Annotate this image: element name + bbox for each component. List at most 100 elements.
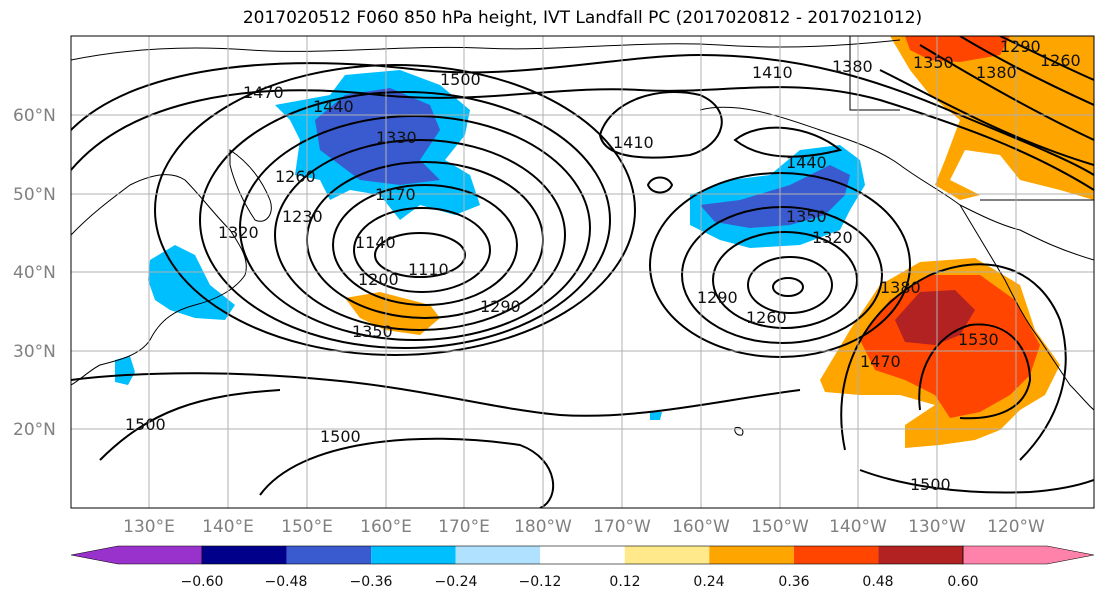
colorbar-outline <box>201 545 964 565</box>
colorbar-tick-label: −0.12 <box>519 574 562 590</box>
colorbar-cell <box>624 546 710 564</box>
contour-line <box>918 323 1032 420</box>
contour-line <box>747 256 833 314</box>
coastline-border-2 <box>849 36 900 111</box>
contour-line <box>772 277 804 297</box>
colorbar-tick-label: −0.60 <box>181 574 224 590</box>
coastline-alaska <box>699 106 1094 261</box>
lat-tick-label: 40°N <box>13 263 56 283</box>
colorbar-tick-label: 0.48 <box>862 574 893 590</box>
contour-line <box>840 263 1067 461</box>
contour-label: 1410 <box>752 63 793 82</box>
contour-line <box>681 206 883 344</box>
colorbar-extension-min <box>70 545 203 565</box>
contour-line <box>259 437 554 508</box>
contour-label: 1290 <box>1000 37 1041 56</box>
colorbar-tick-label: −0.24 <box>435 574 478 590</box>
contour-label: 1500 <box>125 415 166 434</box>
gridlines <box>71 36 1094 508</box>
colorbar-cell <box>286 546 372 564</box>
contour-line <box>274 139 566 331</box>
negative-anomaly-small <box>115 356 135 385</box>
contour-label: 1170 <box>375 185 416 204</box>
contour-line <box>71 53 1094 176</box>
contour-label: 1290 <box>480 297 521 316</box>
contour-label: 1290 <box>697 288 738 307</box>
contour-label: 1320 <box>812 228 853 247</box>
contour-label: 1380 <box>976 63 1017 82</box>
colorbar-cell <box>202 546 287 564</box>
contour-label: 1500 <box>440 70 481 89</box>
lat-tick-label: 60°N <box>13 106 56 126</box>
colorbar-tick-label: −0.48 <box>265 574 308 590</box>
contour-line <box>712 231 858 329</box>
lon-tick-label: 160°E <box>360 517 412 537</box>
lon-tick-label: 150°E <box>281 517 333 537</box>
contour-label: 1500 <box>910 475 951 494</box>
colorbar-cells <box>70 545 1095 565</box>
contour-line <box>71 372 801 417</box>
contour-label: 1230 <box>282 207 323 226</box>
positive-anomaly-northeast <box>890 36 1094 200</box>
contour-label: 1350 <box>352 322 393 341</box>
contour-label: 1500 <box>320 427 361 446</box>
colorbar-tick-label: 0.60 <box>947 574 978 590</box>
lat-tick-label: 50°N <box>13 185 56 205</box>
lat-tick-label: 20°N <box>13 420 56 440</box>
map-title: 2017020512 F060 850 hPa height, IVT Land… <box>242 8 923 28</box>
colorbar-cell <box>540 546 625 564</box>
contour-label: 1380 <box>880 278 921 297</box>
colorbar-extension-max <box>962 545 1095 565</box>
colorbar-tick-label: 0.36 <box>778 574 809 590</box>
coastline-hawaii <box>734 427 744 436</box>
map-frame <box>70 35 1095 509</box>
lon-tick-label: 140°W <box>829 517 887 537</box>
contour-label: 1530 <box>958 330 999 349</box>
ivt-shading <box>115 36 1094 448</box>
coastline-north-america <box>959 204 1094 411</box>
colorbar-cell <box>371 546 456 564</box>
colorbar-cell <box>793 546 879 564</box>
contour-label: 1440 <box>786 153 827 172</box>
lon-tick-label: 160°W <box>672 517 730 537</box>
colorbar-cell <box>709 546 794 564</box>
contour-line <box>199 91 611 349</box>
positive-anomaly-northeast-strong <box>905 36 1010 62</box>
contour-label: 1320 <box>218 223 259 242</box>
lat-tick-label: 30°N <box>13 342 56 362</box>
contour-line <box>239 115 591 341</box>
contour-label: 1350 <box>786 207 827 226</box>
negative-anomaly-japan <box>148 245 235 320</box>
lon-tick-label: 130°E <box>123 517 175 537</box>
contour-line <box>374 232 466 278</box>
lon-tick-label: 150°W <box>751 517 809 537</box>
negative-anomaly-tiny <box>650 412 662 420</box>
contour-line <box>919 44 1094 141</box>
contour-label: 1380 <box>832 57 873 76</box>
longitude-labels: 130°E 140°E 150°E 160°E 170°E 180°W 170°… <box>123 517 1045 537</box>
contour-label: 1110 <box>408 260 449 279</box>
colorbar-cell <box>455 546 541 564</box>
colorbar-ticks: −0.60 −0.48 −0.36 −0.24 −0.12 0.12 0.24 … <box>181 574 979 590</box>
contour-line <box>959 36 1094 106</box>
latitude-labels: 60°N 50°N 40°N 30°N 20°N <box>13 106 56 440</box>
contour-label: 1470 <box>243 83 284 102</box>
lon-tick-label: 170°E <box>438 517 490 537</box>
contour-line <box>733 126 843 158</box>
colorbar-cell <box>878 546 963 564</box>
contour-line <box>71 86 1094 191</box>
contour-labels: 1470 1440 1500 1410 1380 1350 1290 1260 … <box>125 37 1081 494</box>
contour-label: 1260 <box>746 308 787 327</box>
contour-label: 1410 <box>613 133 654 152</box>
colorbar-tick-label: −0.36 <box>350 574 393 590</box>
contour-label: 1440 <box>313 97 354 116</box>
negative-anomaly-gulf-core <box>700 165 850 228</box>
contour-line <box>859 469 1094 494</box>
contour-label: 1140 <box>355 233 396 252</box>
contour-label: 1330 <box>376 128 417 147</box>
positive-anomaly-west <box>345 292 440 335</box>
contour-line <box>154 64 636 356</box>
contour-line <box>598 91 723 159</box>
lon-tick-label: 120°W <box>987 517 1045 537</box>
